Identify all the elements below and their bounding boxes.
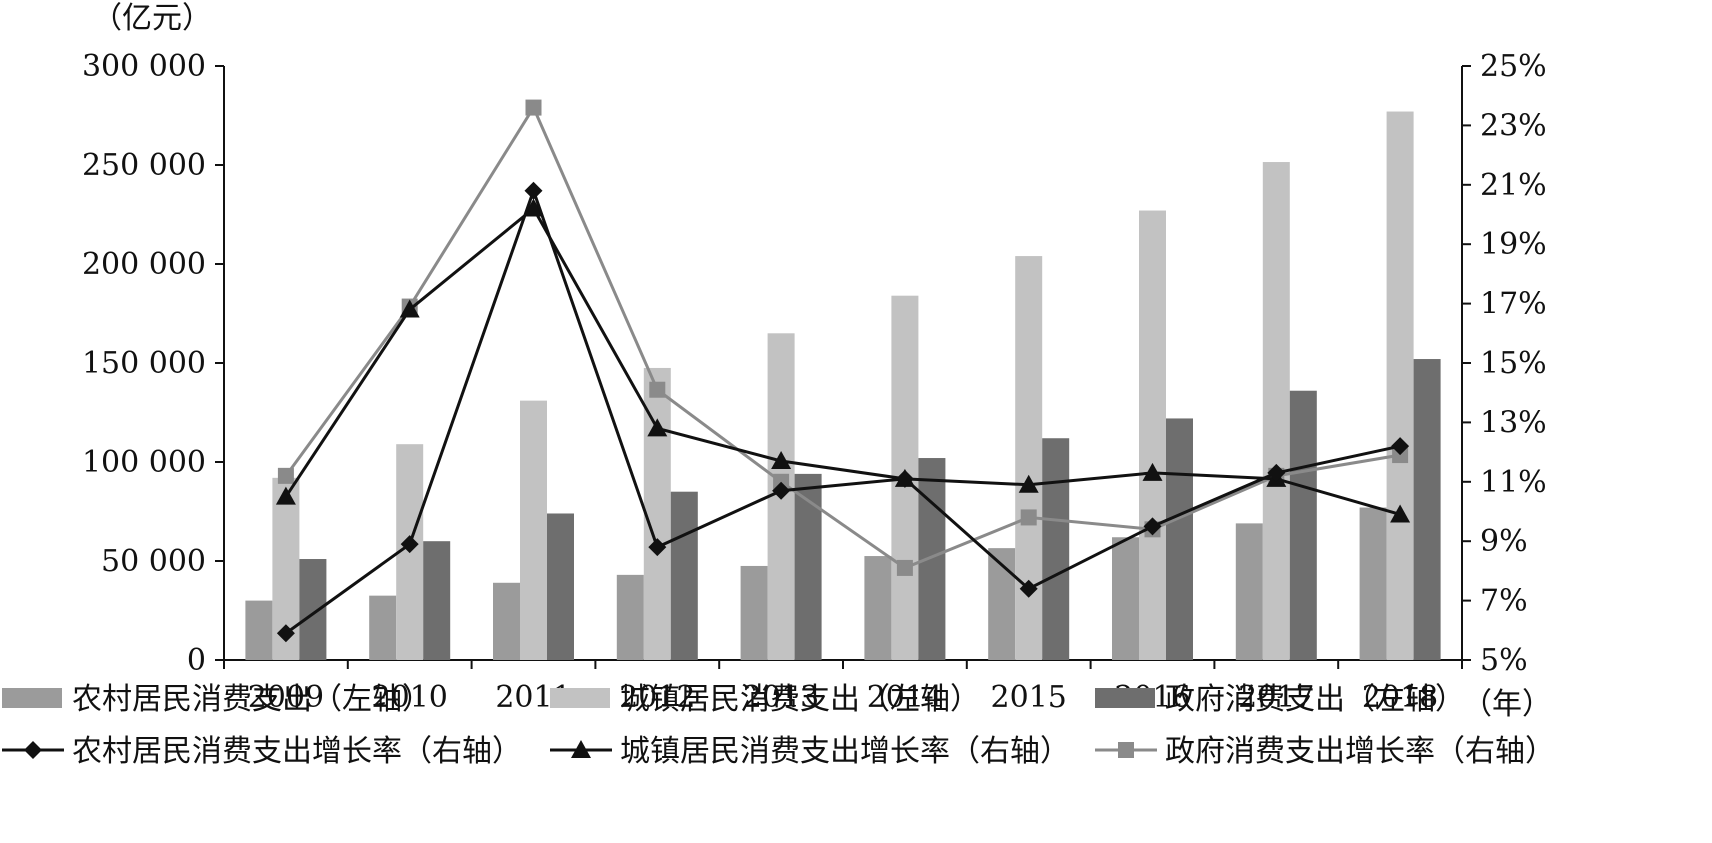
- line-point: [1143, 517, 1162, 536]
- right-tick-label: 19%: [1480, 227, 1547, 262]
- line-point: [771, 451, 792, 470]
- right-tick-label: 13%: [1480, 405, 1547, 440]
- legend: 农村居民消费支出（左轴） 城镇居民消费支出（左轴） 政府消费支出（左轴） 农村居民消费…: [2, 682, 1555, 769]
- line-point: [895, 469, 914, 488]
- legend-swatch: [550, 688, 610, 708]
- legend-label: 城镇居民消费支出增长率（右轴）: [620, 734, 1070, 769]
- right-tick-label: 5%: [1480, 643, 1528, 678]
- legend-label: 农村居民消费支出（左轴）: [72, 682, 432, 717]
- right-tick-label: 9%: [1480, 524, 1528, 559]
- line-point: [1267, 463, 1286, 482]
- bar: [1386, 111, 1414, 661]
- x-tick-label: 2013: [743, 680, 819, 715]
- bar: [1015, 256, 1043, 660]
- bar: [245, 600, 273, 660]
- bar: [547, 513, 574, 660]
- right-tick-label: 21%: [1480, 168, 1547, 203]
- line-point: [399, 299, 420, 318]
- x-tick-label: 2017: [1238, 680, 1314, 715]
- bar: [1042, 438, 1070, 660]
- bar: [988, 548, 1016, 660]
- line-point: [649, 381, 666, 398]
- legend-label: 城镇居民消费支出（左轴）: [620, 682, 980, 717]
- line-point: [772, 481, 791, 500]
- series-line: [284, 104, 1401, 570]
- bar: [1112, 537, 1139, 660]
- bar: [794, 473, 822, 660]
- line-point: [896, 559, 913, 576]
- bar: [299, 559, 327, 660]
- right-tick-label: 23%: [1480, 108, 1547, 143]
- x-tick-label: 2015: [991, 680, 1067, 715]
- bar: [1139, 210, 1166, 661]
- bar: [493, 582, 520, 660]
- line-point: [1020, 509, 1037, 526]
- bar: [1235, 523, 1263, 660]
- line-point: [1142, 462, 1163, 481]
- series-line: [284, 206, 1401, 516]
- series-line: [285, 186, 1401, 635]
- right-tick-label: 7%: [1480, 584, 1528, 619]
- line-point: [525, 99, 542, 116]
- line-point: [647, 418, 668, 437]
- bar: [670, 491, 698, 660]
- line-point: [275, 486, 296, 505]
- line-point: [277, 467, 294, 484]
- left-tick-label: 150 000: [82, 346, 206, 381]
- line-point: [571, 740, 591, 758]
- right-tick-label: 25%: [1480, 49, 1547, 84]
- left-tick-label: 250 000: [82, 148, 206, 183]
- line-point: [1019, 579, 1038, 598]
- line-point: [1018, 474, 1039, 493]
- line-point: [1391, 437, 1410, 456]
- line-point: [1118, 742, 1134, 758]
- bar: [918, 458, 946, 660]
- bar: [864, 556, 892, 660]
- left-tick-label: 300 000: [82, 49, 206, 84]
- left-tick-label: 200 000: [82, 247, 206, 282]
- left-tick-label: 100 000: [82, 445, 206, 480]
- line-point: [523, 198, 544, 217]
- x-tick-label: 2012: [619, 680, 695, 715]
- left-axis-unit: （亿元）: [92, 1, 212, 36]
- bars-group: [245, 111, 1441, 661]
- left-tick-label: 0: [187, 643, 206, 678]
- bar: [423, 541, 451, 660]
- bar: [643, 367, 671, 660]
- bar: [1413, 359, 1441, 660]
- bar: [1359, 507, 1387, 660]
- x-axis-unit: （年）: [1462, 687, 1552, 722]
- x-tick-label: 2018: [1362, 680, 1438, 715]
- right-tick-label: 11%: [1480, 465, 1547, 500]
- bar: [740, 565, 768, 660]
- left-tick-label: 50 000: [101, 544, 206, 579]
- bar: [520, 400, 547, 660]
- bar: [1166, 418, 1193, 660]
- line-point: [24, 741, 42, 759]
- line-point: [524, 181, 543, 200]
- legend-label: 政府消费支出增长率（右轴）: [1165, 734, 1555, 769]
- line-point: [276, 624, 295, 643]
- legend-swatch: [2, 688, 62, 708]
- x-tick-label: 2010: [372, 680, 448, 715]
- bar: [1262, 162, 1290, 660]
- line-point: [400, 535, 419, 554]
- bar: [616, 574, 644, 660]
- legend-label: 农村居民消费支出增长率（右轴）: [72, 734, 522, 769]
- line-point: [1390, 504, 1411, 523]
- x-tick-label: 2009: [248, 680, 324, 715]
- lines-group: [275, 99, 1411, 643]
- labels-group: 0 50 000 100 000 150 000 200 000 250 000 300 0…: [82, 1, 1552, 722]
- x-tick-label: 2014: [867, 680, 943, 715]
- legend-label: 政府消费支出（左轴）: [1165, 682, 1465, 717]
- bar: [369, 595, 397, 660]
- right-tick-label: 17%: [1480, 287, 1547, 322]
- legend-swatch: [1095, 688, 1155, 708]
- line-point: [648, 538, 667, 557]
- bar: [1289, 390, 1317, 660]
- right-tick-label: 15%: [1480, 346, 1547, 381]
